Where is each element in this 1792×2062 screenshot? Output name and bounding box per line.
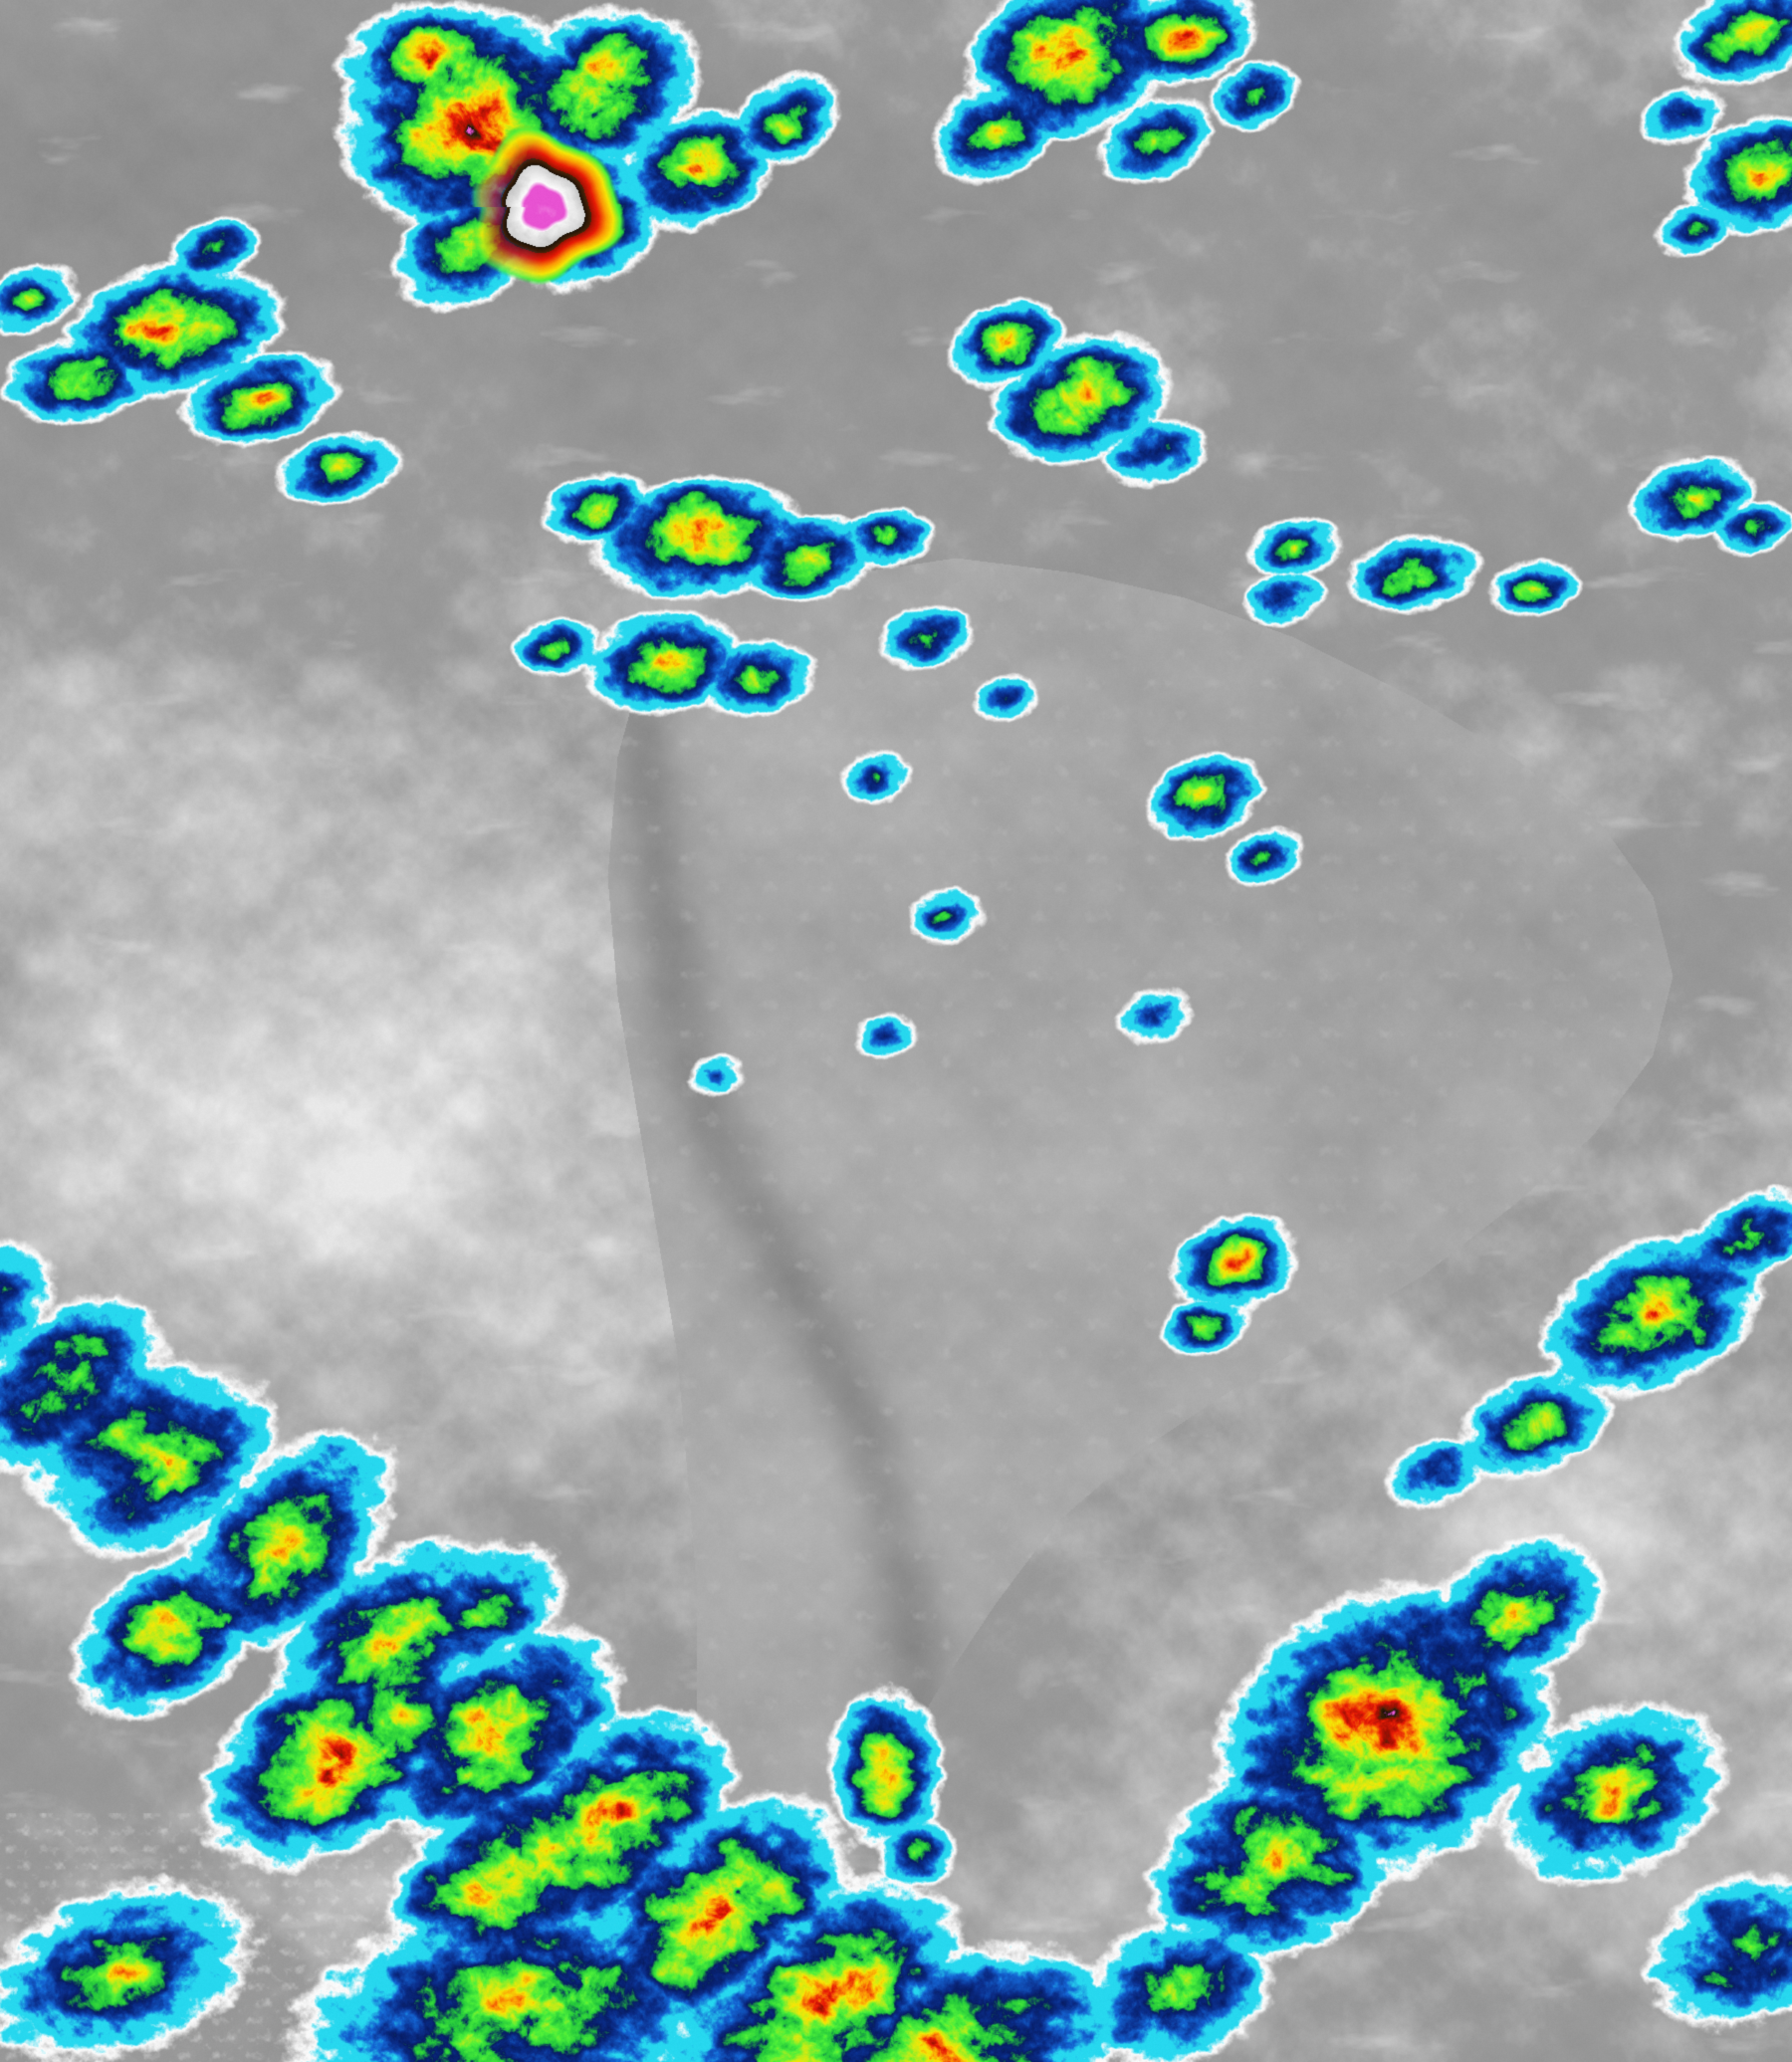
satellite-infrared-raster [0, 0, 1792, 2062]
satellite-image-viewport [0, 0, 1792, 2062]
